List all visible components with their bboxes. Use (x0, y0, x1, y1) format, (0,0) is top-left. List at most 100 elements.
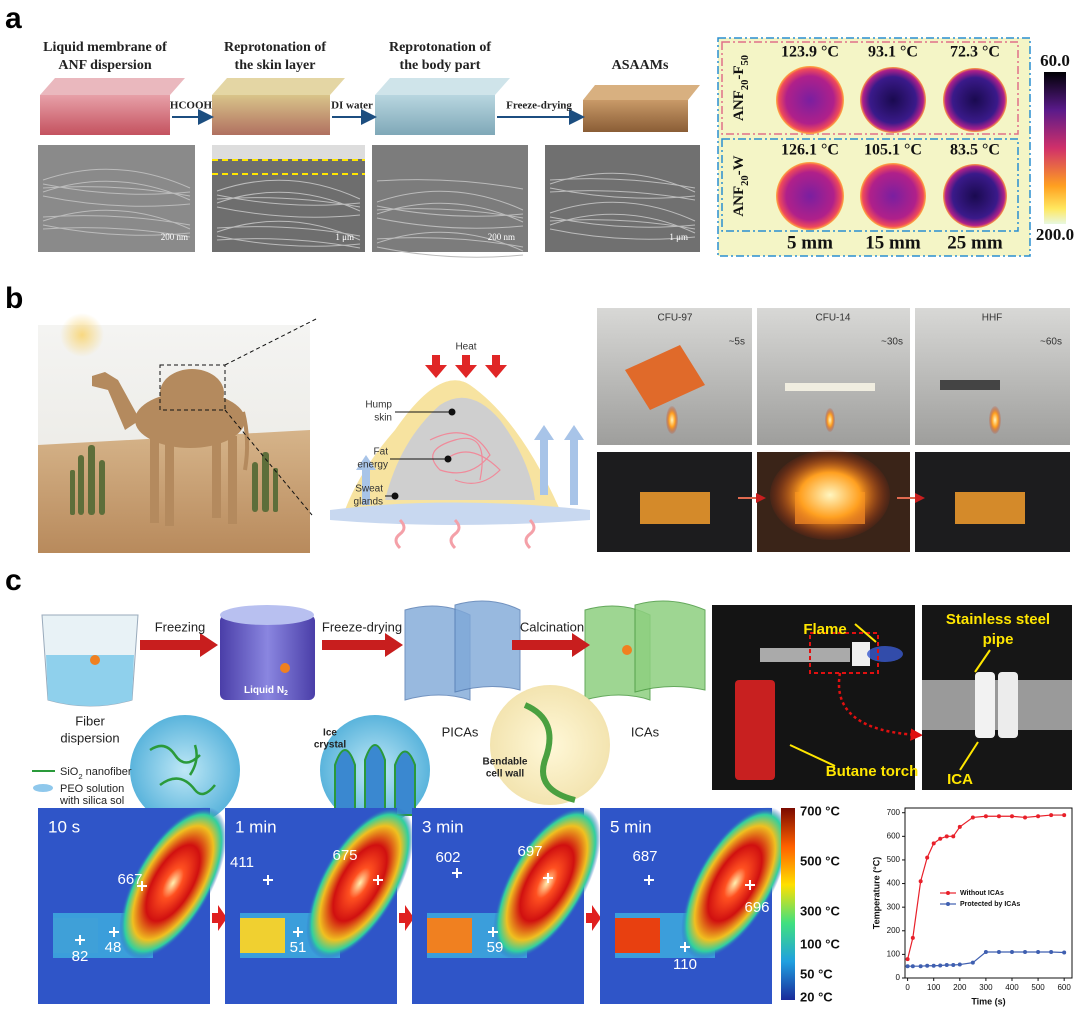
scale-bar: 200 nm (161, 232, 188, 242)
magnifier (130, 715, 240, 825)
arrow-label: HCOOH (170, 100, 213, 112)
text-part: nanofiber (83, 766, 132, 778)
text-part: -F (731, 66, 747, 80)
row-frame (721, 41, 1019, 135)
thickness: 5 mm (787, 232, 833, 253)
ica-ring (975, 672, 995, 738)
scale-bar: 1 μm (669, 232, 688, 242)
zoom-box (809, 632, 879, 674)
crosshair (644, 875, 654, 885)
scale-bar: 1 μm (335, 232, 354, 242)
block-top (212, 78, 345, 95)
colorbar-label: 50 °C (800, 966, 833, 981)
bath-label: Liquid N2 (244, 685, 288, 698)
flame (825, 408, 835, 432)
thermal-sample (860, 163, 926, 229)
x-tick-label: 600 (1057, 983, 1071, 992)
dispersion (46, 655, 134, 706)
sem-fiber (376, 190, 524, 211)
frame-arrow (212, 905, 227, 931)
flame (867, 646, 903, 662)
data-point (1062, 950, 1067, 955)
sem-fiber (216, 191, 361, 212)
data-point (1062, 813, 1067, 818)
sem-fiber (216, 206, 361, 218)
text-part: ANF (731, 186, 747, 217)
frame-arrow (399, 905, 414, 931)
sem-fiber (376, 231, 524, 252)
sample (625, 345, 705, 410)
colorbar-label: 20 °C (800, 989, 833, 1004)
ice-crystal (334, 744, 416, 816)
thickness: 25 mm (947, 232, 1003, 253)
sem-image (372, 145, 528, 252)
frame-time: 1 min (235, 817, 277, 836)
ica-sample (852, 642, 870, 666)
pipe-hot (240, 918, 285, 953)
sem-fiber (376, 217, 524, 229)
cell-wall (523, 702, 576, 803)
fiber (622, 645, 632, 655)
temperature: 83.5 °C (950, 142, 1000, 159)
temperature-reading: 51 (290, 939, 307, 956)
y-axis-title: Temperature (°C) (871, 857, 881, 929)
subscript: 50 (740, 55, 751, 66)
step-title: Reprotonation of (224, 40, 326, 55)
hot-spot (306, 806, 414, 960)
step-caption: PICAs (442, 724, 479, 739)
heat-wave (394, 518, 536, 550)
data-point (996, 950, 1001, 955)
pointer (854, 623, 877, 643)
temperature-reading: 602 (435, 849, 460, 866)
legend-label: Protected by ICAs (960, 901, 1020, 908)
crosshair (452, 868, 462, 878)
colorbar-label: 200.0 (1036, 225, 1074, 244)
x-axis-title: Time (s) (971, 996, 1005, 1006)
y-tick-label: 700 (887, 808, 901, 817)
bath-top (220, 605, 314, 625)
sem-fiber (549, 228, 696, 240)
legend-label: PEO solution (60, 783, 124, 795)
sample (785, 383, 875, 391)
temperature-reading: 667 (117, 871, 142, 888)
flame (666, 406, 678, 434)
crosshair (263, 875, 273, 885)
y-tick-label: 100 (887, 949, 901, 958)
colorbar (1044, 72, 1066, 224)
data-point (931, 841, 936, 846)
y-tick-label: 0 (896, 973, 901, 982)
step-label: Freezing (155, 619, 206, 634)
colorbar-label: 100 °C (800, 936, 841, 951)
legend-label: with silica sol (59, 795, 124, 807)
colorbar-label: 300 °C (800, 903, 841, 918)
panel-c-art (32, 600, 1073, 1004)
zoom-line (224, 317, 319, 366)
data-point (938, 836, 943, 841)
sem-fiber (42, 227, 191, 238)
legend-label: SiO2 nanofiber (60, 766, 132, 781)
thickness: 15 mm (865, 232, 921, 253)
temperature-reading: 110 (673, 956, 697, 973)
text-part: Liquid N (244, 685, 284, 696)
callout: Ice (323, 728, 337, 739)
process-arrow (140, 633, 590, 657)
sem-fiber (376, 202, 524, 223)
data-point (1036, 950, 1041, 955)
burn-time: ~60s (1040, 337, 1062, 348)
photo-label: pipe (983, 631, 1014, 648)
sleeve (640, 492, 710, 524)
data-point (957, 962, 962, 967)
photo-label: Flame (803, 621, 846, 638)
crosshair (373, 875, 383, 885)
frame-time: 3 min (422, 817, 464, 836)
x-tick-label: 400 (1005, 983, 1019, 992)
photo-label: Butane torch (826, 763, 919, 780)
data-point (910, 964, 915, 969)
thermal-sample (860, 67, 926, 133)
photo-label: Stainless steel (946, 611, 1050, 628)
hot-spot (119, 806, 227, 960)
data-point (1049, 813, 1054, 818)
callout: cell wall (486, 769, 525, 780)
